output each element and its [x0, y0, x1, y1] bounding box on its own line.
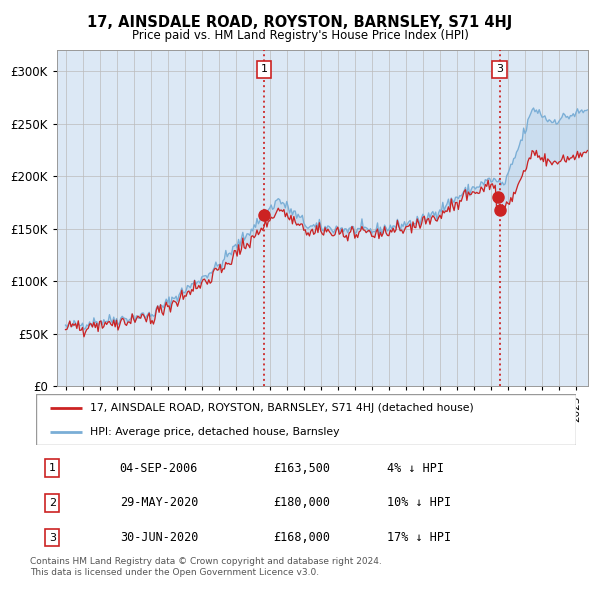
Text: 10% ↓ HPI: 10% ↓ HPI [387, 496, 451, 510]
Text: 17, AINSDALE ROAD, ROYSTON, BARNSLEY, S71 4HJ (detached house): 17, AINSDALE ROAD, ROYSTON, BARNSLEY, S7… [90, 403, 474, 413]
Text: Contains HM Land Registry data © Crown copyright and database right 2024.: Contains HM Land Registry data © Crown c… [30, 558, 382, 566]
Text: 4% ↓ HPI: 4% ↓ HPI [387, 461, 444, 474]
Text: 30-JUN-2020: 30-JUN-2020 [120, 532, 198, 545]
Text: 1: 1 [260, 64, 268, 74]
Text: £168,000: £168,000 [274, 532, 331, 545]
Text: 3: 3 [496, 64, 503, 74]
Text: 17, AINSDALE ROAD, ROYSTON, BARNSLEY, S71 4HJ: 17, AINSDALE ROAD, ROYSTON, BARNSLEY, S7… [88, 15, 512, 30]
Text: 1: 1 [49, 463, 56, 473]
Text: £163,500: £163,500 [274, 461, 331, 474]
Text: Price paid vs. HM Land Registry's House Price Index (HPI): Price paid vs. HM Land Registry's House … [131, 30, 469, 42]
Text: 2: 2 [49, 498, 56, 508]
Text: £180,000: £180,000 [274, 496, 331, 510]
Text: 29-MAY-2020: 29-MAY-2020 [120, 496, 198, 510]
Text: 3: 3 [49, 533, 56, 543]
Text: HPI: Average price, detached house, Barnsley: HPI: Average price, detached house, Barn… [90, 428, 340, 437]
Text: 17% ↓ HPI: 17% ↓ HPI [387, 532, 451, 545]
Text: This data is licensed under the Open Government Licence v3.0.: This data is licensed under the Open Gov… [30, 568, 319, 577]
Text: 04-SEP-2006: 04-SEP-2006 [120, 461, 198, 474]
